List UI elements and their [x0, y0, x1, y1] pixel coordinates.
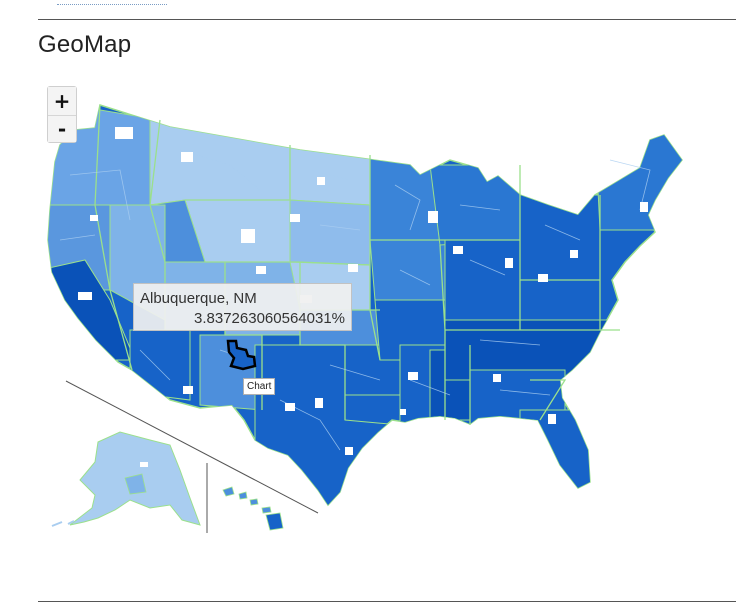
- state-borders: [94, 104, 620, 425]
- top-link-stub: [57, 0, 167, 5]
- region-new-england[interactable]: [594, 129, 690, 231]
- tooltip-region-name: Albuquerque, NM: [140, 290, 257, 307]
- bottom-divider: [38, 601, 736, 602]
- zoom-control: + -: [47, 86, 77, 143]
- region-tooltip: Albuquerque, NM 3.837263060564031%: [133, 283, 352, 331]
- region-iowa[interactable]: [369, 239, 446, 301]
- region-ohio-pennsylvania[interactable]: [519, 194, 601, 281]
- zoom-in-button[interactable]: +: [48, 87, 76, 115]
- zoom-out-button[interactable]: -: [48, 115, 76, 142]
- alaska-inset[interactable]: [51, 431, 201, 527]
- section-title: GeoMap: [38, 31, 132, 58]
- selected-region-albuquerque[interactable]: [226, 339, 257, 371]
- state-regions: [48, 105, 690, 505]
- inset-divider-diagonal: [65, 380, 319, 514]
- region-south-dakota[interactable]: [289, 199, 371, 266]
- region-arizona[interactable]: [129, 329, 191, 401]
- chart-link-button[interactable]: Chart: [243, 378, 276, 395]
- region-florida[interactable]: [519, 409, 601, 496]
- hawaii-inset[interactable]: [222, 486, 284, 531]
- tooltip-value: 3.837263060564031%: [194, 310, 345, 327]
- region-wisconsin-michigan[interactable]: [429, 164, 521, 246]
- top-divider: [38, 19, 736, 20]
